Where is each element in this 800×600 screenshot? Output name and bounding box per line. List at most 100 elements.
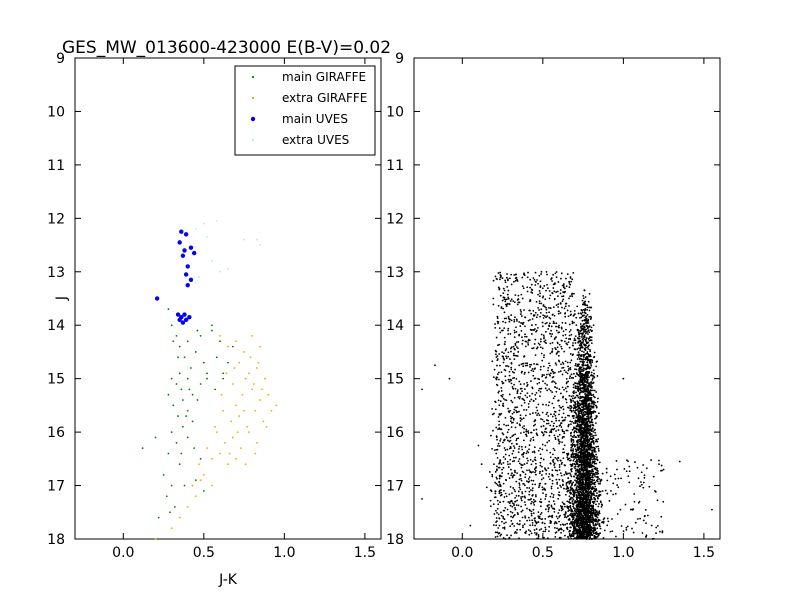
- point-cmd-star: [568, 346, 571, 349]
- point-cmd-star: [564, 360, 567, 363]
- point-cmd-star: [494, 323, 496, 325]
- point-cmd-star: [517, 460, 520, 463]
- point-cmd-star: [544, 518, 547, 520]
- point-cmd-star: [496, 477, 498, 480]
- point-cmd-star: [496, 384, 499, 387]
- point-cmd-star: [581, 490, 584, 493]
- point-cmd-star: [580, 438, 582, 440]
- point-cmd-star: [520, 404, 523, 407]
- point-cmd-star: [526, 462, 528, 465]
- point-cmd-star: [559, 505, 562, 507]
- point-cmd-star: [541, 521, 544, 524]
- point-cmd-star: [590, 481, 593, 484]
- point-cmd-star: [561, 428, 564, 431]
- point-cmd-star: [575, 409, 578, 411]
- legend-box: [234, 65, 376, 156]
- point-cmd-star: [572, 459, 575, 462]
- point-cmd-star: [579, 370, 582, 373]
- point-cmd-star: [498, 480, 501, 483]
- point-cmd-star: [572, 400, 575, 402]
- point-cmd-star: [536, 414, 539, 416]
- point-cmd-star: [587, 476, 590, 479]
- point-cmd-star: [584, 304, 587, 307]
- point-cmd-star: [510, 447, 512, 449]
- point-cmd-star: [577, 356, 580, 358]
- point-cmd-star: [553, 386, 556, 388]
- point-cmd-star: [567, 515, 570, 517]
- point-cmd-star: [501, 395, 504, 398]
- point-cmd-star: [549, 317, 552, 320]
- point-cmd-star: [582, 444, 585, 447]
- point-cmd-star: [510, 362, 513, 364]
- point-cmd-star: [541, 325, 544, 328]
- point-cmd-star: [582, 377, 585, 380]
- point-extra-uves: [198, 276, 200, 279]
- point-cmd-star: [510, 515, 512, 518]
- point-cmd-star: [524, 333, 526, 336]
- point-main-giraffe: [170, 431, 173, 434]
- point-cmd-star: [568, 482, 571, 485]
- point-cmd-star: [502, 292, 505, 295]
- point-cmd-star: [504, 453, 507, 456]
- point-cmd-star: [558, 516, 561, 518]
- point-cmd-star: [534, 367, 536, 370]
- point-cmd-star: [516, 320, 518, 322]
- point-cmd-star: [532, 512, 535, 515]
- point-cmd-star: [519, 417, 522, 420]
- point-cmd-star: [577, 451, 580, 454]
- point-main-uves: [180, 253, 186, 258]
- point-cmd-star: [595, 479, 598, 482]
- point-cmd-star: [575, 461, 578, 464]
- point-cmd-star: [585, 315, 588, 318]
- point-cmd-star: [595, 511, 598, 513]
- point-cmd-star: [558, 509, 561, 511]
- point-cmd-star: [577, 465, 580, 467]
- point-extra-giraffe: [241, 393, 244, 396]
- point-cmd-star: [521, 390, 523, 393]
- point-cmd-star: [554, 526, 556, 529]
- point-cmd-star: [522, 321, 525, 324]
- point-cmd-star: [508, 454, 511, 457]
- point-cmd-star: [585, 404, 587, 407]
- point-cmd-star: [508, 493, 511, 496]
- point-cmd-star: [510, 426, 513, 429]
- point-cmd-star: [591, 516, 593, 519]
- point-cmd-star: [564, 505, 566, 508]
- point-cmd-star: [497, 321, 500, 323]
- point-cmd-star: [569, 480, 572, 483]
- point-cmd-star: [584, 344, 587, 347]
- point-cmd-star: [525, 433, 528, 436]
- point-cmd-star: [539, 387, 542, 390]
- point-cmd-star: [575, 316, 578, 319]
- point-cmd-star: [540, 308, 543, 311]
- point-cmd-star: [498, 517, 501, 520]
- point-cmd-star: [532, 501, 535, 504]
- point-cmd-star: [574, 348, 577, 351]
- point-cmd-star: [572, 409, 575, 412]
- point-cmd-star: [582, 456, 585, 459]
- point-cmd-star: [504, 303, 507, 306]
- point-cmd-star: [567, 406, 569, 409]
- point-cmd-star: [545, 316, 547, 319]
- point-cmd-star: [539, 505, 542, 508]
- point-cmd-star: [586, 426, 589, 428]
- point-cmd-star: [579, 377, 582, 380]
- point-cmd-star: [569, 361, 572, 364]
- point-cmd-star: [595, 453, 597, 456]
- point-cmd-star: [571, 453, 574, 456]
- point-cmd-star: [515, 532, 518, 534]
- point-cmd-star: [554, 362, 557, 365]
- point-cmd-star: [575, 472, 578, 475]
- point-cmd-star: [565, 337, 568, 340]
- point-cmd-star: [537, 293, 539, 296]
- point-cmd-star: [564, 471, 567, 473]
- point-cmd-star: [533, 446, 536, 449]
- point-cmd-star: [504, 300, 507, 303]
- point-main-giraffe: [167, 393, 170, 396]
- point-cmd-star: [581, 464, 584, 466]
- point-cmd-star: [523, 427, 526, 430]
- point-cmd-star: [586, 394, 589, 397]
- point-cmd-star: [594, 450, 597, 453]
- point-cmd-star: [580, 412, 583, 415]
- point-cmd-star: [578, 383, 581, 386]
